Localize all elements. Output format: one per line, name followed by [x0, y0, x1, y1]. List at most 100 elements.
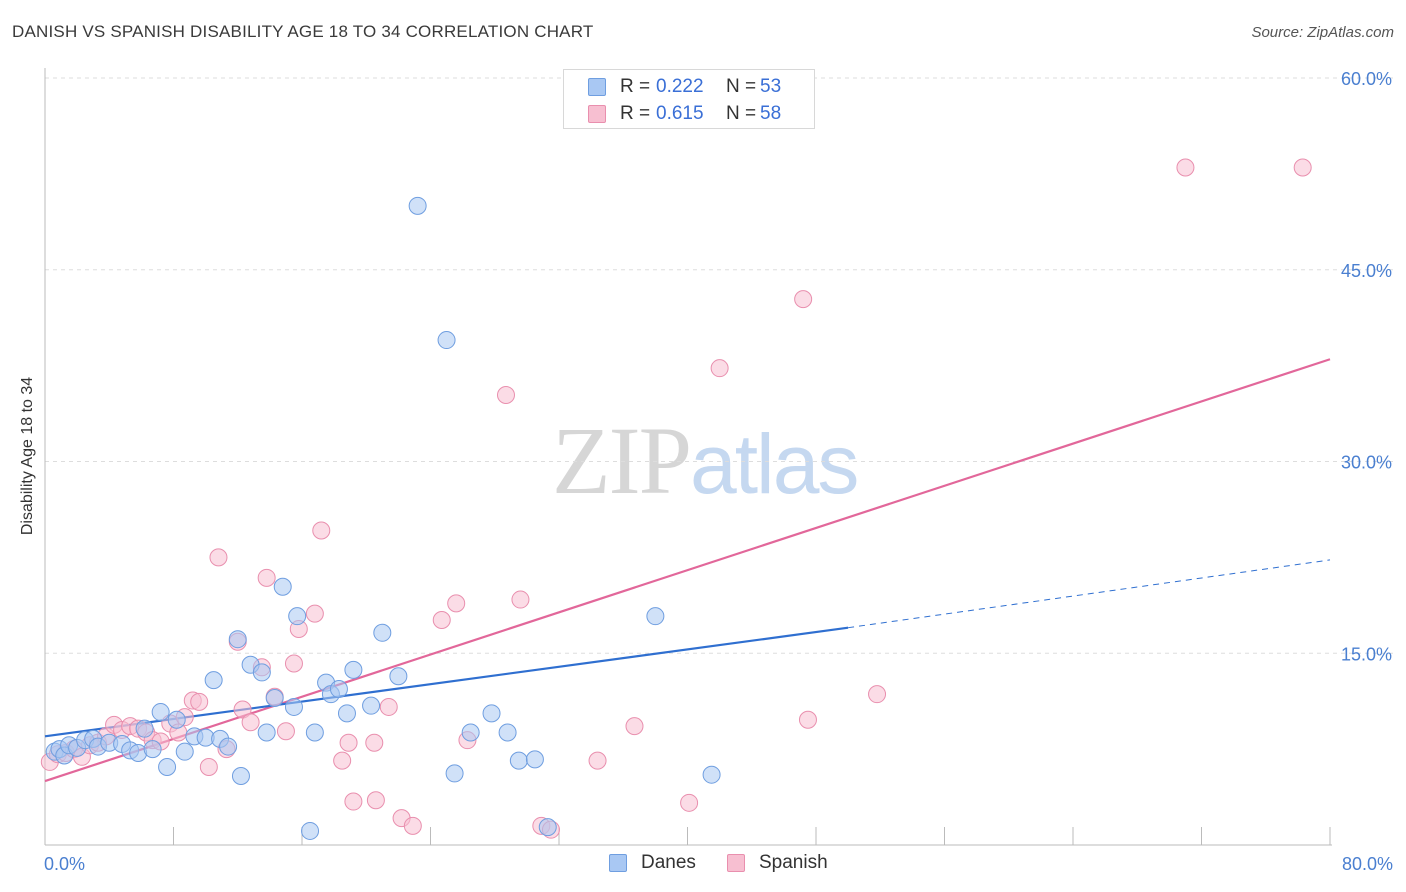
- danes-point: [231, 766, 250, 785]
- danes-point: [175, 742, 194, 761]
- danes-point: [461, 723, 480, 742]
- y-tick-label: 15.0%: [1341, 644, 1392, 664]
- spanish-point: [1293, 158, 1312, 177]
- danes-point: [538, 818, 557, 837]
- danes-point: [158, 758, 177, 777]
- danes-point: [252, 663, 271, 682]
- spanish-point: [284, 654, 303, 673]
- danes-point: [273, 577, 292, 596]
- spanish-point: [257, 568, 276, 587]
- danes-point: [305, 723, 324, 742]
- spanish-point: [432, 611, 451, 630]
- spanish-point: [868, 685, 887, 704]
- spanish-point: [403, 816, 422, 835]
- danes-point: [265, 688, 284, 707]
- danes-point: [135, 719, 154, 738]
- y-tick-label: 45.0%: [1341, 261, 1392, 281]
- legend-row-danes: R = 0.222 N = 53: [588, 75, 781, 99]
- n-label: N =: [726, 76, 757, 97]
- spanish-trend-line: [44, 358, 1331, 783]
- danes-point: [337, 704, 356, 723]
- danes-point: [257, 723, 276, 742]
- danes-point: [228, 630, 247, 649]
- r-label: R =: [620, 103, 651, 124]
- danes-point: [329, 680, 348, 699]
- danes-point: [646, 607, 665, 626]
- spanish-point: [344, 792, 363, 811]
- tick-labels: 15.0% 30.0% 45.0% 60.0% 0.0% 80.0%: [44, 69, 1393, 874]
- y-tick-label: 30.0%: [1341, 453, 1392, 473]
- chart-title: DANISH VS SPANISH DISABILITY AGE 18 TO 3…: [12, 22, 594, 41]
- danes-point: [288, 607, 307, 626]
- legend-item-danes: Danes: [609, 852, 696, 874]
- legend-label-danes: Danes: [641, 852, 696, 873]
- danes-point: [301, 821, 320, 840]
- danes-point: [204, 671, 223, 690]
- spanish-point: [1176, 158, 1195, 177]
- danes-point: [437, 331, 456, 350]
- spanish-point: [241, 713, 260, 732]
- danes-point: [344, 660, 363, 679]
- danes-point: [143, 740, 162, 759]
- danes-swatch: [609, 854, 627, 872]
- danes-swatch: [588, 78, 606, 96]
- spanish-point: [199, 758, 218, 777]
- spanish-point: [209, 548, 228, 567]
- danes-point: [373, 623, 392, 642]
- x-tick-label: 80.0%: [1342, 854, 1393, 874]
- series-legend: Danes Spanish: [0, 852, 1406, 876]
- spanish-point: [511, 590, 530, 609]
- danes-point: [167, 710, 186, 729]
- legend-label-spanish: Spanish: [759, 852, 828, 873]
- legend-row-spanish: R = 0.615 N = 58: [588, 102, 781, 126]
- trend-lines: [44, 358, 1331, 783]
- danes-point: [525, 750, 544, 769]
- spanish-point: [233, 700, 252, 719]
- spanish-swatch: [588, 105, 606, 123]
- danes-trend-extension: [848, 559, 1331, 629]
- spanish-point: [365, 733, 384, 752]
- spanish-point: [794, 290, 813, 309]
- danes-point: [362, 696, 381, 715]
- danes-point: [498, 723, 517, 742]
- y-tick-label: 60.0%: [1341, 69, 1392, 89]
- spanish-point: [305, 604, 324, 623]
- correlation-legend: R = 0.222 N = 53 R = 0.615 N = 58: [563, 69, 815, 129]
- danes-point: [482, 704, 501, 723]
- spanish-point: [312, 521, 331, 540]
- spanish-point: [190, 692, 209, 711]
- danes-point: [389, 667, 408, 686]
- source-label: Source: ZipAtlas.com: [1251, 24, 1394, 41]
- n-label: N =: [726, 103, 757, 124]
- spanish-point: [798, 710, 817, 729]
- spanish-point: [339, 733, 358, 752]
- spanish-swatch: [727, 854, 745, 872]
- legend-item-spanish: Spanish: [727, 852, 828, 874]
- x-tick-label: 0.0%: [44, 854, 85, 874]
- n-value: 58: [760, 103, 782, 124]
- danes-point: [445, 764, 464, 783]
- danes-point: [151, 703, 170, 722]
- r-label: R =: [620, 76, 651, 97]
- spanish-point: [496, 386, 515, 405]
- danes-point: [509, 751, 528, 770]
- spanish-point: [366, 791, 385, 810]
- n-value: 53: [760, 76, 782, 97]
- spanish-point: [447, 594, 466, 613]
- danes-point: [408, 196, 427, 215]
- spanish-point: [680, 793, 699, 812]
- danes-point: [284, 697, 303, 716]
- spanish-point: [625, 717, 644, 736]
- spanish-point: [588, 751, 607, 770]
- spanish-point: [333, 751, 352, 770]
- r-value: 0.222: [656, 76, 704, 97]
- danes-point: [219, 737, 238, 756]
- spanish-point: [379, 697, 398, 716]
- danes-point: [702, 765, 721, 784]
- data-points: [40, 158, 1312, 840]
- spanish-point: [276, 722, 295, 741]
- r-value: 0.615: [656, 103, 704, 124]
- spanish-point: [710, 359, 729, 378]
- axes: [44, 68, 1332, 846]
